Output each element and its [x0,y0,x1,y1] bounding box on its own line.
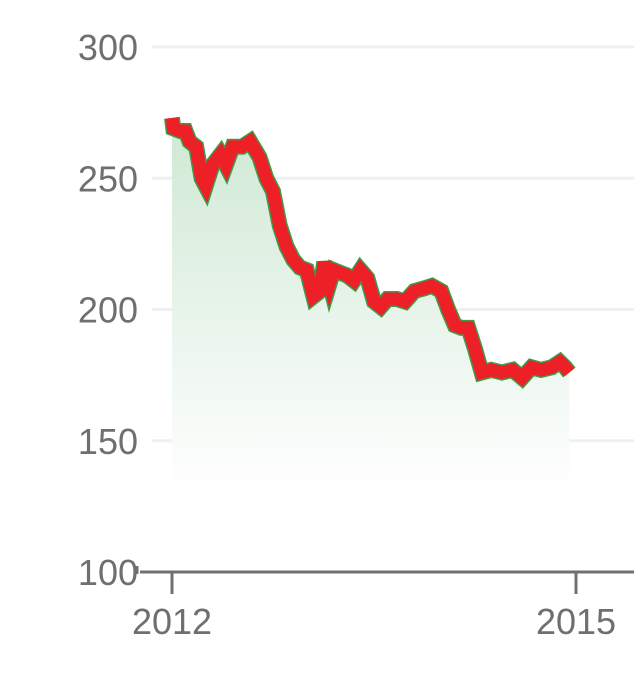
y-tick-label-150: 150 [78,421,138,462]
x-tick-label-2015: 2015 [536,601,616,642]
x-axis [135,566,634,594]
y-axis-tick-labels: 300 250 200 150 100 [78,27,138,593]
x-axis-tick-labels: 2012 2015 [132,601,616,642]
x-tick-label-2012: 2012 [132,601,212,642]
y-tick-label-250: 250 [78,158,138,199]
series-line [165,117,575,387]
y-tick-label-300: 300 [78,27,138,68]
y-tick-label-100: 100 [78,552,138,593]
y-tick-label-200: 200 [78,290,138,331]
series-line-layer [164,116,576,389]
